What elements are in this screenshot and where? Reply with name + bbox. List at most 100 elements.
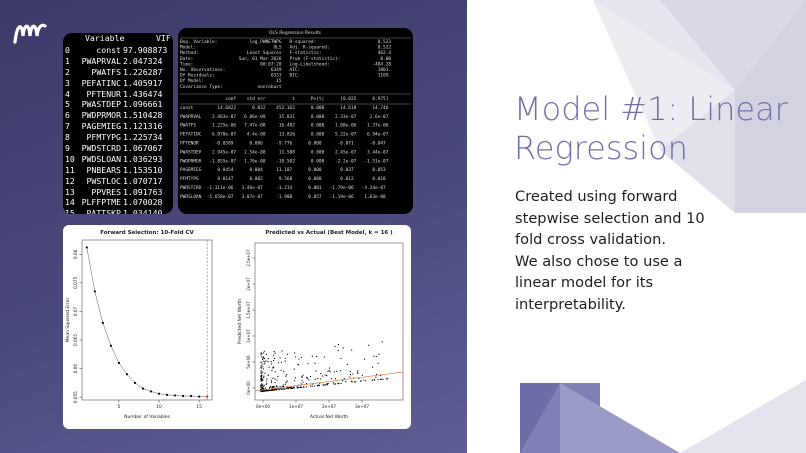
summary-title: OLS Regression Results [269, 30, 322, 36]
plot-title: Predicted vs Actual (Best Model, k = 16 … [265, 230, 393, 236]
scatter-dot [318, 384, 320, 386]
scatter-dot [261, 371, 264, 373]
vif-value: 1.034140 [123, 208, 163, 214]
scatter-dot [263, 350, 265, 352]
scatter-dot [260, 388, 262, 390]
triangle [660, 0, 806, 90]
vif-value: 1.070028 [123, 197, 163, 208]
scatter-dot [293, 386, 295, 388]
scatter-dot [326, 382, 328, 385]
scatter-dot [363, 379, 365, 381]
x-tick-label: 5 [117, 404, 120, 410]
header-cell: VIF [156, 33, 171, 43]
scatter-dot [337, 343, 340, 346]
fit-line [254, 371, 404, 392]
scatter-dot [385, 378, 387, 380]
y-tick-label: 2e+07 [246, 277, 251, 291]
vif-value: 1.153510 [123, 164, 163, 175]
scatter-dot [265, 383, 267, 386]
scatter-dot [375, 355, 377, 358]
scatter-dot [282, 384, 284, 386]
y-axis-label: Predicted Net Worth [237, 299, 243, 344]
scatter-dot [342, 380, 344, 382]
triangle [560, 383, 680, 453]
scatter-dot [280, 361, 283, 363]
scatter-dot [263, 360, 265, 362]
scatter-dot [377, 379, 379, 381]
scatter-dot [268, 389, 270, 391]
scatter-dot [260, 366, 262, 368]
scatter-dot [308, 379, 310, 381]
table-row: 6 PWDPRMOR 1.510428 [63, 110, 173, 121]
scatter-dot [284, 383, 287, 385]
scatter-dot [269, 386, 272, 388]
vif-value: 1.067067 [123, 143, 163, 154]
scatter-dot [273, 359, 275, 362]
left-panel: Variable VIF 0 const 97.908873 1 PWAPRVAL 2.0… [0, 0, 467, 453]
scatter-dot [355, 381, 357, 383]
scatter-dot [277, 375, 279, 378]
scatter-dot [339, 370, 341, 372]
scatter-dot [295, 356, 297, 358]
scatter-dot [328, 370, 330, 372]
scatter-dot [294, 377, 296, 379]
summary-line: PEFATINC 6.070e-07 4.4e-08 13.826 0.000 … [180, 132, 389, 138]
table-row: 15 PATTSKP 1.034140 [63, 208, 173, 214]
scatter-dot [300, 383, 302, 385]
scatter-dot [274, 352, 276, 354]
scatter-dot [294, 352, 296, 354]
row-index: 3 [65, 77, 70, 88]
scatter-dot [271, 369, 273, 372]
y-axis-label: Mean Squared Error [65, 297, 71, 342]
scatter-dot [265, 390, 268, 392]
table-row: 3 PEFATINC 1.405917 [63, 78, 173, 89]
scatter-dot [310, 375, 312, 378]
scatter-dot [329, 371, 331, 373]
scatter-dot [371, 366, 374, 368]
x-tick-label: 10 [156, 404, 162, 410]
scatter-dot [325, 375, 328, 377]
variable: PWDPRMOR [81, 110, 121, 121]
scatter-dot [260, 352, 262, 354]
scatter-dot [337, 349, 339, 352]
scatter-dot [273, 350, 275, 353]
scatter-dot [351, 381, 353, 383]
point [141, 387, 145, 390]
scatter-dot [357, 370, 359, 372]
vif-value: 1.036293 [123, 153, 163, 164]
triangle [735, 0, 806, 213]
scatter-dot [326, 384, 329, 386]
summary-line: Date: Sun, 01 Mar 2026 Prob (F-statistic… [180, 56, 391, 62]
scatter-dot [260, 370, 262, 372]
variable: PFTENUR [86, 88, 121, 99]
scatter-dot [311, 355, 313, 357]
variable: PWASTDEP [81, 99, 121, 110]
summary-line: Time: 00:07:20 Log-Likelihood: -484.28 [180, 61, 391, 67]
scatter-dot [342, 347, 344, 349]
point [165, 393, 169, 396]
scatter-dot [262, 366, 264, 368]
scatter-dot [322, 375, 324, 377]
scatter-dot [276, 379, 278, 381]
summary-line: const 14.6822 0.032 452.162 0.000 14.618… [180, 105, 389, 111]
scatter-dot [307, 377, 309, 380]
summary-line: PWAPRVAL 2.463e-07 6.86e-09 35.831 0.000… [180, 114, 389, 120]
table-row: 10 PWDSLOAN 1.036293 [63, 154, 173, 165]
scatter-cloud [260, 341, 389, 392]
scatter-dot [357, 372, 359, 374]
scatter-dot [305, 382, 308, 385]
scatter-dot [261, 375, 263, 377]
scatter-dot [283, 370, 285, 373]
row-index: 0 [65, 45, 70, 55]
y-tick-label: 0.07 [73, 306, 78, 316]
scatter-dot [324, 374, 326, 376]
scatter-dot [334, 378, 337, 380]
variable: PLFFPTME [81, 197, 121, 208]
scatter-dot [287, 388, 289, 390]
scatter-dot [352, 373, 354, 375]
scatter-dot [323, 384, 325, 386]
scatter-dot [284, 360, 286, 362]
summary-line: Dep. Variable: log_PWNETWPG R-squared: 0… [180, 39, 391, 45]
scatter-dot [262, 387, 264, 390]
scatter-dot [263, 358, 266, 360]
